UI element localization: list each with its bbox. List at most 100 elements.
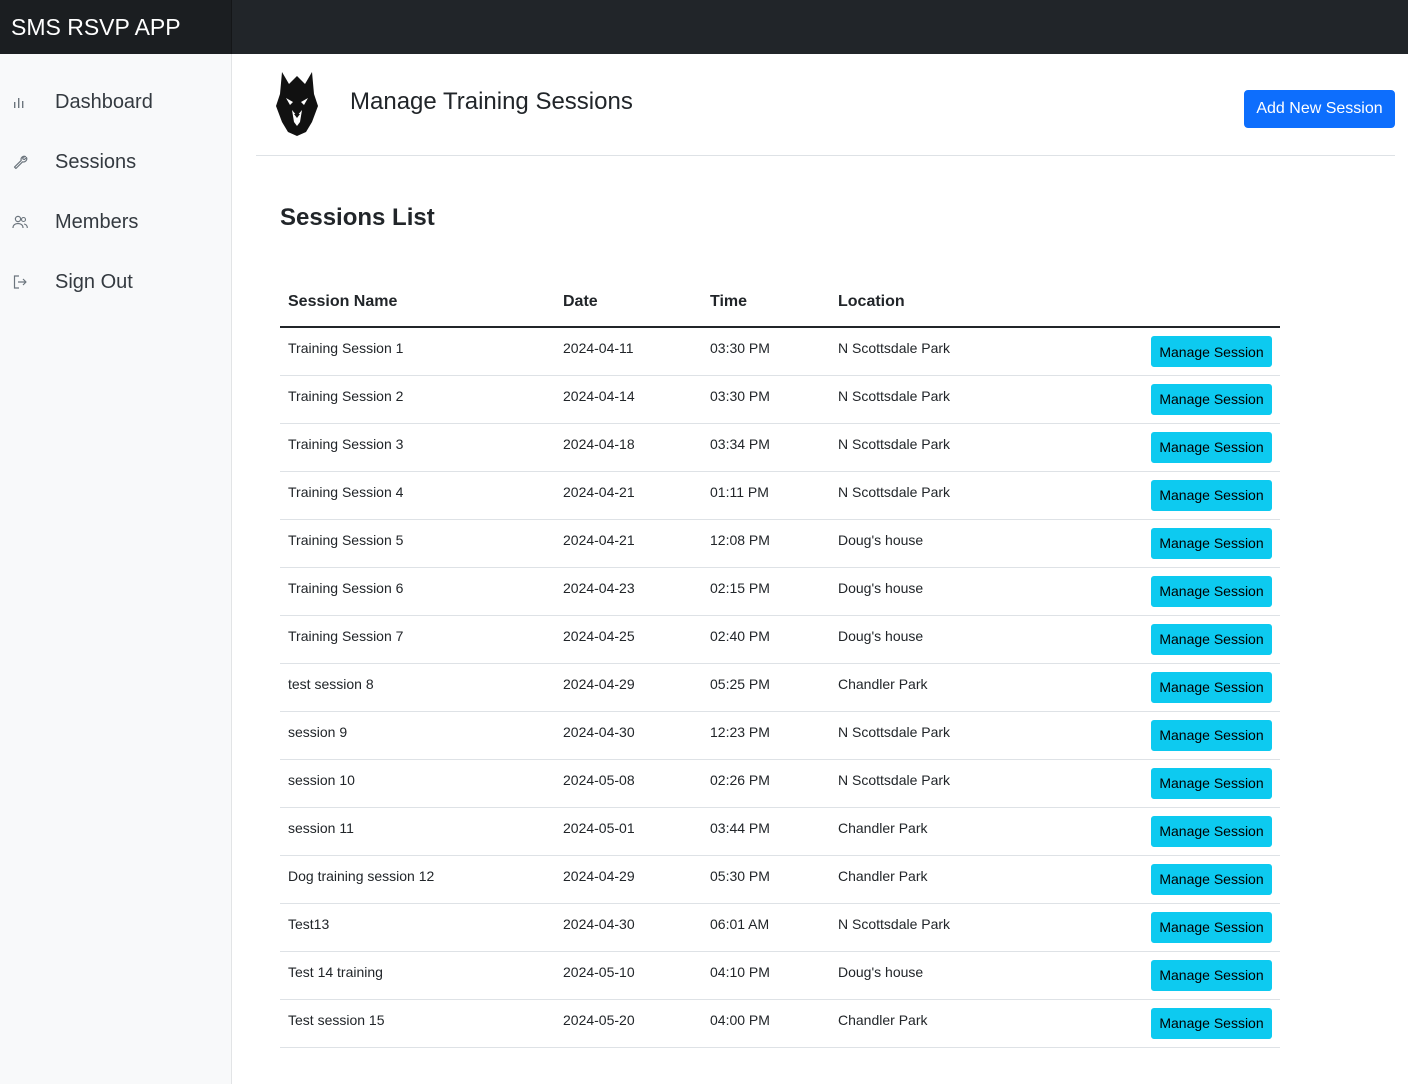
session-time-cell: 05:25 PM bbox=[702, 663, 830, 712]
table-header-row: Session Name Date Time Location bbox=[280, 278, 1280, 328]
session-action-cell: Manage Session bbox=[1080, 615, 1280, 664]
table-row: session 10 2024-05-08 02:26 PM N Scottsdale… bbox=[280, 759, 1280, 808]
manage-session-button[interactable]: Manage Session bbox=[1151, 383, 1272, 415]
session-action-cell: Manage Session bbox=[1080, 807, 1280, 856]
bar-chart-icon bbox=[14, 98, 24, 108]
add-new-session-button[interactable]: Add New Session bbox=[1244, 90, 1395, 128]
session-action-cell: Manage Session bbox=[1080, 999, 1280, 1048]
session-location-cell: Doug's house bbox=[830, 567, 1080, 616]
sidebar-item-label: Members bbox=[55, 211, 139, 233]
manage-session-button[interactable]: Manage Session bbox=[1151, 336, 1272, 367]
manage-session-button[interactable]: Manage Session bbox=[1151, 623, 1272, 655]
sessions-list-title: Sessions List bbox=[280, 204, 435, 231]
top-navbar: SMS RSVP APP bbox=[0, 0, 1408, 54]
sidebar-item-dashboard[interactable]: Dashboard bbox=[0, 80, 231, 124]
manage-session-button[interactable]: Manage Session bbox=[1151, 575, 1272, 607]
session-action-cell: Manage Session bbox=[1080, 375, 1280, 424]
sidebar-item-sessions[interactable]: Sessions bbox=[0, 140, 231, 184]
people-icon bbox=[12, 215, 28, 229]
session-name-cell: session 9 bbox=[280, 711, 555, 760]
session-time-cell: 03:34 PM bbox=[702, 423, 830, 472]
session-name-cell: Training Session 4 bbox=[280, 471, 555, 520]
session-location-cell: N Scottsdale Park bbox=[830, 471, 1080, 520]
app-brand[interactable]: SMS RSVP APP bbox=[0, 0, 232, 54]
session-name-cell: session 10 bbox=[280, 759, 555, 808]
session-name-cell: Training Session 3 bbox=[280, 423, 555, 472]
session-time-cell: 04:00 PM bbox=[702, 999, 830, 1048]
session-name-cell: Test13 bbox=[280, 903, 555, 952]
column-header-session-name: Session Name bbox=[280, 278, 555, 328]
page-title: Manage Training Sessions bbox=[350, 88, 633, 115]
session-date-cell: 2024-04-21 bbox=[555, 519, 702, 568]
session-action-cell: Manage Session bbox=[1080, 951, 1280, 1000]
session-date-cell: 2024-04-29 bbox=[555, 663, 702, 712]
session-location-cell: N Scottsdale Park bbox=[830, 375, 1080, 424]
session-time-cell: 03:30 PM bbox=[702, 327, 830, 376]
session-date-cell: 2024-04-29 bbox=[555, 855, 702, 904]
column-header-time: Time bbox=[702, 278, 830, 328]
session-action-cell: Manage Session bbox=[1080, 519, 1280, 568]
session-time-cell: 02:15 PM bbox=[702, 567, 830, 616]
manage-session-button[interactable]: Manage Session bbox=[1151, 527, 1272, 559]
session-date-cell: 2024-04-11 bbox=[555, 327, 702, 376]
column-header-actions bbox=[1080, 278, 1280, 328]
session-date-cell: 2024-05-20 bbox=[555, 999, 702, 1048]
manage-session-button[interactable]: Manage Session bbox=[1151, 671, 1272, 703]
table-row: session 9 2024-04-30 12:23 PM N Scottsdale … bbox=[280, 711, 1280, 760]
table-row: Dog training session 12 2024-04-29 05:30 P… bbox=[280, 855, 1280, 904]
session-name-cell: Training Session 7 bbox=[280, 615, 555, 664]
manage-session-button[interactable]: Manage Session bbox=[1151, 959, 1272, 991]
session-name-cell: Training Session 6 bbox=[280, 567, 555, 616]
manage-session-button[interactable]: Manage Session bbox=[1151, 815, 1272, 847]
sidebar-item-sign-out[interactable]: Sign Out bbox=[0, 260, 231, 304]
session-location-cell: Chandler Park bbox=[830, 999, 1080, 1048]
session-name-cell: Training Session 1 bbox=[280, 327, 555, 376]
table-row: Test session 15 2024-05-20 04:00 PM Chandle… bbox=[280, 999, 1280, 1048]
session-action-cell: Manage Session bbox=[1080, 711, 1280, 760]
sidebar-item-members[interactable]: Members bbox=[0, 200, 231, 244]
manage-session-button[interactable]: Manage Session bbox=[1151, 479, 1272, 511]
table-row: test session 8 2024-04-29 05:25 PM Chandler… bbox=[280, 663, 1280, 712]
page-header: Manage Training Sessions Add New Session bbox=[256, 54, 1395, 156]
session-location-cell: Chandler Park bbox=[830, 807, 1080, 856]
manage-session-button[interactable]: Manage Session bbox=[1151, 911, 1272, 943]
session-time-cell: 12:23 PM bbox=[702, 711, 830, 760]
session-action-cell: Manage Session bbox=[1080, 423, 1280, 472]
session-time-cell: 06:01 AM bbox=[702, 903, 830, 952]
table-row: Test 14 training 2024-05-10 04:10 PM Doug's… bbox=[280, 951, 1280, 1000]
session-date-cell: 2024-04-25 bbox=[555, 615, 702, 664]
session-date-cell: 2024-05-08 bbox=[555, 759, 702, 808]
session-action-cell: Manage Session bbox=[1080, 471, 1280, 520]
manage-session-button[interactable]: Manage Session bbox=[1151, 1007, 1272, 1039]
table-row: Training Session 1 2024-04-11 03:30 PM N Sc… bbox=[280, 327, 1280, 376]
session-date-cell: 2024-04-30 bbox=[555, 711, 702, 760]
session-action-cell: Manage Session bbox=[1080, 759, 1280, 808]
session-name-cell: Dog training session 12 bbox=[280, 855, 555, 904]
session-action-cell: Manage Session bbox=[1080, 855, 1280, 904]
manage-session-button[interactable]: Manage Session bbox=[1151, 863, 1272, 895]
session-time-cell: 04:10 PM bbox=[702, 951, 830, 1000]
session-name-cell: Test session 15 bbox=[280, 999, 555, 1048]
session-time-cell: 02:26 PM bbox=[702, 759, 830, 808]
sidebar-item-label: Sessions bbox=[55, 151, 137, 173]
session-time-cell: 03:44 PM bbox=[702, 807, 830, 856]
session-time-cell: 01:11 PM bbox=[702, 471, 830, 520]
sidebar-item-label: Sign Out bbox=[55, 271, 133, 293]
session-location-cell: N Scottsdale Park bbox=[830, 759, 1080, 808]
session-date-cell: 2024-04-30 bbox=[555, 903, 702, 952]
manage-session-button[interactable]: Manage Session bbox=[1151, 431, 1272, 463]
manage-session-button[interactable]: Manage Session bbox=[1151, 767, 1272, 799]
session-date-cell: 2024-04-18 bbox=[555, 423, 702, 472]
session-action-cell: Manage Session bbox=[1080, 327, 1280, 376]
session-location-cell: N Scottsdale Park bbox=[830, 903, 1080, 952]
session-action-cell: Manage Session bbox=[1080, 567, 1280, 616]
manage-session-button[interactable]: Manage Session bbox=[1151, 719, 1272, 751]
session-location-cell: Doug's house bbox=[830, 951, 1080, 1000]
sign-out-icon bbox=[13, 275, 27, 289]
session-location-cell: Chandler Park bbox=[830, 663, 1080, 712]
session-date-cell: 2024-05-10 bbox=[555, 951, 702, 1000]
table-row: Training Session 6 2024-04-23 02:15 PM Doug… bbox=[280, 567, 1280, 616]
session-location-cell: Chandler Park bbox=[830, 855, 1080, 904]
sidebar-item-label: Dashboard bbox=[55, 91, 153, 113]
table-row: Training Session 3 2024-04-18 03:34 PM N Sc… bbox=[280, 423, 1280, 472]
